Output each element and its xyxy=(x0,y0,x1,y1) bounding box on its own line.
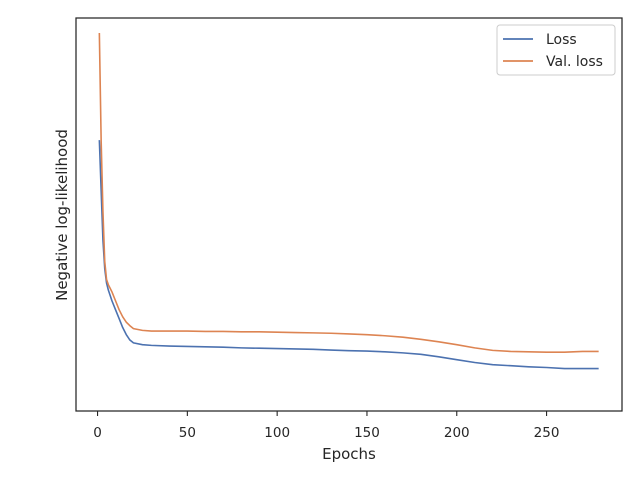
x-axis-label: Epochs xyxy=(322,445,376,463)
x-tick-label: 150 xyxy=(354,425,380,441)
series-line-val-loss xyxy=(98,32,599,353)
x-tick-label: 0 xyxy=(93,425,102,441)
plot-frame xyxy=(75,17,623,412)
x-tick-label: 250 xyxy=(534,425,560,441)
x-tick-label: 50 xyxy=(179,425,196,441)
y-axis-label: Negative log-likelihood xyxy=(53,129,71,301)
legend-box xyxy=(496,24,616,76)
x-tick-label: 100 xyxy=(264,425,290,441)
series-line-loss xyxy=(98,140,599,370)
x-tick-label: 200 xyxy=(444,425,470,441)
legend-label: Loss xyxy=(546,32,577,48)
legend: Loss Val. loss xyxy=(496,24,616,76)
legend-label: Val. loss xyxy=(546,54,603,70)
x-axis-ticks: 0 50 100 150 200 250 xyxy=(93,411,559,441)
plot-area xyxy=(98,32,599,370)
